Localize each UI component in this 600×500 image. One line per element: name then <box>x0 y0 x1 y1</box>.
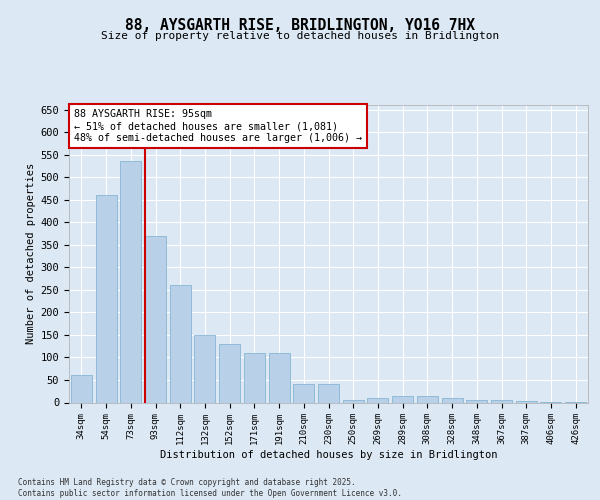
Bar <box>516 401 537 402</box>
Text: Size of property relative to detached houses in Bridlington: Size of property relative to detached ho… <box>101 31 499 41</box>
Bar <box>293 384 314 402</box>
Text: Contains HM Land Registry data © Crown copyright and database right 2025.
Contai: Contains HM Land Registry data © Crown c… <box>18 478 402 498</box>
Bar <box>244 353 265 403</box>
Bar <box>120 162 141 402</box>
Bar <box>318 384 339 402</box>
Bar <box>392 396 413 402</box>
Bar <box>491 400 512 402</box>
Bar <box>71 376 92 402</box>
Bar <box>145 236 166 402</box>
Bar <box>442 398 463 402</box>
Y-axis label: Number of detached properties: Number of detached properties <box>26 163 37 344</box>
Text: 88 AYSGARTH RISE: 95sqm
← 51% of detached houses are smaller (1,081)
48% of semi: 88 AYSGARTH RISE: 95sqm ← 51% of detache… <box>74 110 362 142</box>
Bar <box>95 195 116 402</box>
Bar <box>194 335 215 402</box>
Bar <box>343 400 364 402</box>
X-axis label: Distribution of detached houses by size in Bridlington: Distribution of detached houses by size … <box>160 450 497 460</box>
Bar <box>367 398 388 402</box>
Bar <box>466 400 487 402</box>
Bar <box>269 353 290 403</box>
Bar <box>219 344 240 403</box>
Text: 88, AYSGARTH RISE, BRIDLINGTON, YO16 7HX: 88, AYSGARTH RISE, BRIDLINGTON, YO16 7HX <box>125 18 475 32</box>
Bar <box>170 286 191 403</box>
Bar <box>417 396 438 402</box>
